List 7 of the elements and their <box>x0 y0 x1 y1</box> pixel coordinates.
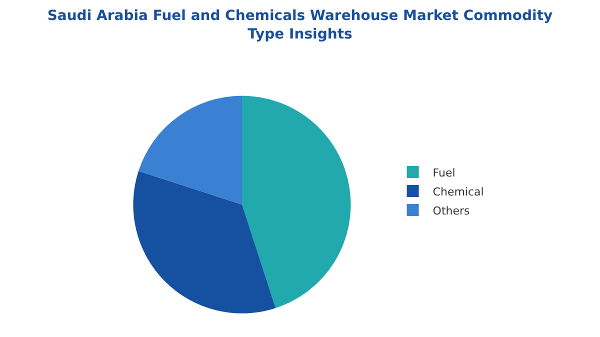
legend-label: Chemical <box>432 185 484 198</box>
chart-title: Saudi Arabia Fuel and Chemicals Warehouse Market Commodity Type Insights <box>47 8 553 42</box>
legend-label: Others <box>432 204 470 218</box>
pie-slice <box>138 96 242 205</box>
legend-label: Fuel <box>432 166 456 180</box>
pie-slice <box>242 96 351 308</box>
pie-slice <box>133 170 276 314</box>
